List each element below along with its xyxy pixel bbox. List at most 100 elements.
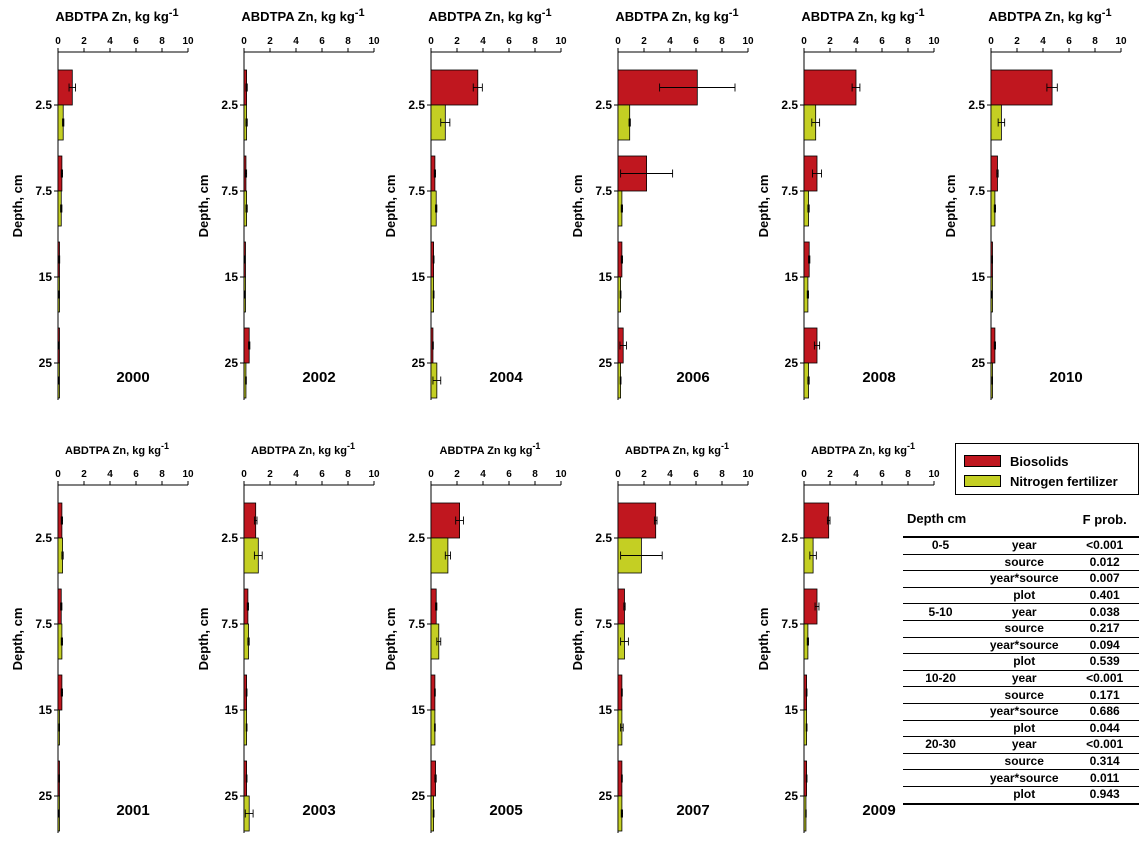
table-cell-term: year bbox=[978, 537, 1071, 555]
legend-label: Nitrogen fertilizer bbox=[1010, 473, 1118, 489]
table-row: plot 0.401 bbox=[903, 587, 1139, 605]
x-tick-label: 0 bbox=[241, 469, 247, 480]
x-tick-label: 8 bbox=[159, 36, 165, 47]
table-cell-depth bbox=[903, 703, 979, 721]
x-tick-label: 6 bbox=[319, 36, 325, 47]
table-cell-term: year*source bbox=[978, 769, 1071, 787]
chart-panel: ABDTPA Zn kg kg-1 0 2 4 6 8 10 2.5 7.5 15 25 Depth,… bbox=[383, 441, 567, 833]
year-label: 2007 bbox=[676, 802, 709, 819]
chart-title: ABDTPA Zn, kg kg-1 bbox=[428, 7, 551, 24]
legend-label: Biosolids bbox=[1010, 453, 1069, 469]
table-cell-term: source bbox=[978, 554, 1071, 572]
x-tick-label: 2 bbox=[267, 36, 273, 47]
x-tick-label: 10 bbox=[368, 469, 380, 480]
table-header-term bbox=[978, 512, 1071, 538]
depth-tick-label: 25 bbox=[39, 789, 53, 803]
table-cell-depth bbox=[903, 753, 979, 771]
depth-tick-label: 15 bbox=[412, 703, 426, 717]
table-cell-fprob: 0.217 bbox=[1070, 620, 1139, 638]
table-row: 20-30 year <0.001 bbox=[903, 736, 1139, 754]
x-tick-label: 4 bbox=[107, 36, 113, 47]
x-tick-label: 6 bbox=[693, 469, 699, 480]
chart-title-superscript: -1 bbox=[915, 7, 925, 19]
chart-panel: ABDTPA Zn, kg kg-1 0 2 4 6 8 10 2.5 7.5 15 25 Depth… bbox=[383, 7, 567, 400]
bar-biosolids bbox=[430, 69, 479, 106]
table-row: source 0.314 bbox=[903, 753, 1139, 771]
year-label: 2008 bbox=[862, 369, 895, 386]
table-cell-fprob: 0.401 bbox=[1070, 587, 1139, 605]
table-cell-fprob: 0.007 bbox=[1070, 570, 1139, 588]
table-row: year*source 0.007 bbox=[903, 570, 1139, 588]
depth-tick-label: 25 bbox=[39, 356, 53, 370]
table-cell-depth: 5-10 bbox=[903, 603, 979, 621]
x-tick-label: 10 bbox=[555, 469, 567, 480]
table-cell-term: plot bbox=[978, 720, 1071, 738]
table-cell-fprob: <0.001 bbox=[1070, 670, 1139, 688]
year-label: 2002 bbox=[302, 369, 335, 386]
chart-title-superscript: -1 bbox=[169, 7, 179, 19]
x-tick-label: 8 bbox=[905, 469, 911, 480]
chart-title-superscript: -1 bbox=[161, 441, 169, 451]
x-tick-label: 2 bbox=[827, 36, 833, 47]
depth-tick-label: 7.5 bbox=[781, 184, 798, 198]
depth-axis-label: Depth, cm bbox=[570, 175, 585, 238]
table-cell-fprob: 0.038 bbox=[1070, 603, 1139, 621]
x-tick-label: 4 bbox=[107, 469, 113, 480]
x-tick-label: 4 bbox=[667, 36, 673, 47]
depth-axis-label: Depth, cm bbox=[10, 608, 25, 671]
bar-biosolids bbox=[243, 502, 257, 539]
table-cell-depth bbox=[903, 686, 979, 704]
year-label: 2010 bbox=[1049, 369, 1082, 386]
table-cell-fprob: <0.001 bbox=[1070, 736, 1139, 754]
x-tick-label: 2 bbox=[454, 469, 460, 480]
depth-tick-label: 15 bbox=[599, 703, 613, 717]
table-cell-term: year*source bbox=[978, 570, 1071, 588]
depth-axis-label: Depth, cm bbox=[756, 608, 771, 671]
x-tick-label: 6 bbox=[879, 469, 885, 480]
chart-title: ABDTPA Zn, kg kg-1 bbox=[811, 441, 915, 457]
bar-nitrogen bbox=[617, 104, 631, 141]
x-tick-label: 8 bbox=[719, 36, 725, 47]
depth-tick-label: 2.5 bbox=[408, 531, 425, 545]
chart-title-superscript: -1 bbox=[1102, 7, 1112, 19]
table-cell-depth bbox=[903, 720, 979, 738]
bar-biosolids bbox=[430, 502, 461, 539]
table-row: plot 0.943 bbox=[903, 786, 1139, 805]
depth-tick-label: 25 bbox=[599, 356, 613, 370]
depth-tick-label: 7.5 bbox=[595, 184, 612, 198]
table-cell-depth: 20-30 bbox=[903, 736, 979, 754]
legend-swatch-nitrogen bbox=[964, 475, 1001, 487]
chart-title-text: ABDTPA Zn kg kg bbox=[440, 445, 533, 457]
chart-title-text: ABDTPA Zn, kg kg bbox=[988, 9, 1101, 24]
legend: Biosolids Nitrogen fertilizer bbox=[955, 443, 1139, 495]
depth-tick-label: 7.5 bbox=[595, 617, 612, 631]
x-tick-label: 2 bbox=[454, 36, 460, 47]
table-cell-term: plot bbox=[978, 786, 1071, 805]
table-row: 0-5 year <0.001 bbox=[903, 537, 1139, 555]
chart-panel: ABDTPA Zn, kg kg-1 0 2 4 6 8 10 2.5 7.5 15 25 Depth… bbox=[943, 7, 1127, 400]
year-label: 2000 bbox=[116, 369, 149, 386]
bar-biosolids bbox=[803, 502, 830, 539]
depth-axis-label: Depth, cm bbox=[196, 608, 211, 671]
chart-title: ABDTPA Zn, kg kg-1 bbox=[65, 441, 169, 457]
table-row: plot 0.044 bbox=[903, 720, 1139, 738]
year-label: 2005 bbox=[489, 802, 522, 819]
x-tick-label: 6 bbox=[133, 36, 139, 47]
x-tick-label: 10 bbox=[182, 36, 194, 47]
depth-tick-label: 15 bbox=[39, 703, 53, 717]
table-row: 5-10 year 0.038 bbox=[903, 603, 1139, 621]
table-cell-depth bbox=[903, 570, 979, 588]
table-cell-term: plot bbox=[978, 653, 1071, 671]
table-cell-depth bbox=[903, 587, 979, 605]
depth-tick-label: 15 bbox=[785, 703, 799, 717]
depth-tick-label: 25 bbox=[412, 356, 426, 370]
depth-tick-label: 15 bbox=[785, 270, 799, 284]
x-tick-label: 0 bbox=[428, 36, 434, 47]
chart-panel: ABDTPA Zn, kg kg-1 0 2 4 6 8 10 2.5 7.5 15 25 Depth… bbox=[570, 7, 754, 400]
depth-axis-label: Depth, cm bbox=[383, 608, 398, 671]
table-cell-term: year bbox=[978, 736, 1071, 754]
chart-title-text: ABDTPA Zn, kg kg bbox=[801, 9, 914, 24]
table-row: plot 0.539 bbox=[903, 653, 1139, 671]
year-label: 2006 bbox=[676, 369, 709, 386]
